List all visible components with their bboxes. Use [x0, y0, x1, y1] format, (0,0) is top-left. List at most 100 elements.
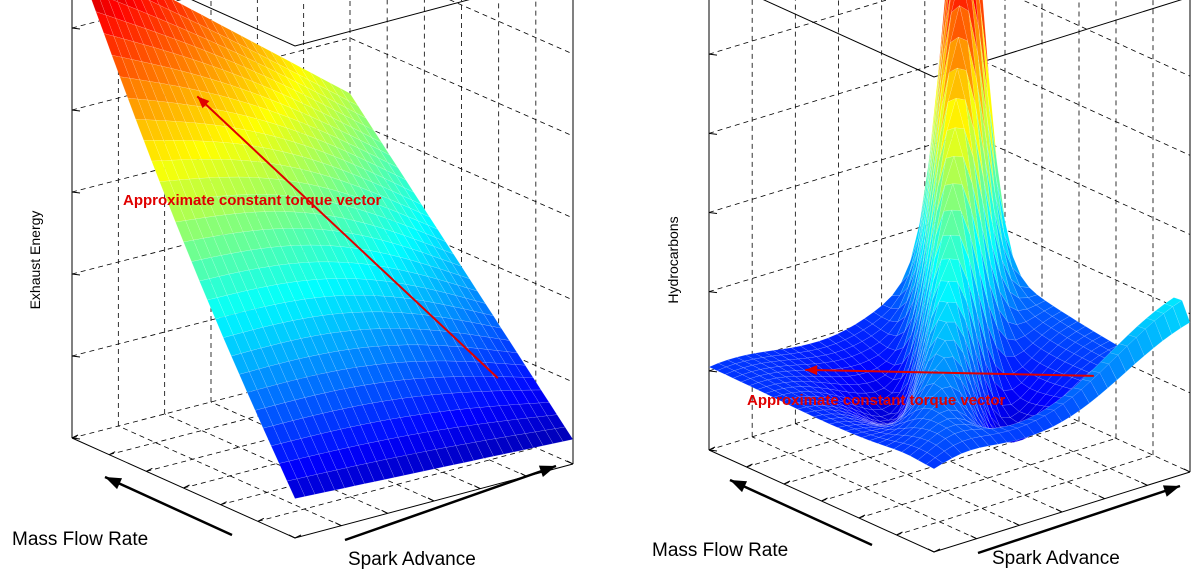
surface-patch [190, 73, 210, 94]
surface-patch [220, 81, 240, 102]
surface-patch [266, 284, 286, 305]
surface-patch [925, 457, 944, 470]
surface-patch [286, 478, 306, 499]
surface-patch [239, 371, 258, 393]
y-tick [71, 434, 79, 439]
y-tick [896, 531, 903, 536]
surface-patch [838, 383, 858, 394]
surface-patch [250, 248, 270, 269]
surface-patch [211, 255, 230, 277]
surface-patch [262, 425, 282, 447]
x-axis-label: Spark Advance [348, 549, 476, 570]
surface-patch [981, 224, 999, 310]
surface-patch [834, 349, 853, 360]
surface-patch [793, 381, 812, 388]
surface-patch [103, 33, 123, 58]
surface-patch [481, 390, 500, 407]
surface-patch [941, 386, 960, 403]
surface-patch [732, 374, 751, 383]
surface-patch [957, 67, 975, 132]
mass-flow-direction-arrow [104, 475, 233, 537]
surface-patch [284, 300, 304, 321]
surface-patch [952, 356, 971, 396]
surface-patch [972, 375, 990, 424]
x-tick [1055, 508, 1063, 513]
z-tick [71, 273, 81, 276]
y-axis-label: Mass Flow Rate [12, 529, 148, 550]
surface-patch [939, 280, 957, 304]
surface-patch [1063, 387, 1082, 398]
surface-patch [914, 300, 933, 374]
surface-patch [250, 160, 270, 179]
surface-patch [528, 402, 548, 418]
surface-patch [798, 350, 818, 359]
surface-patch [175, 121, 194, 141]
surface-patch [943, 445, 962, 459]
surface-patch [207, 196, 226, 217]
z-tick [708, 132, 718, 135]
surface-patch [526, 416, 546, 433]
surface-patch [974, 348, 993, 409]
surface-patch [834, 403, 853, 412]
surface-patch [967, 281, 986, 362]
surface-patch [360, 328, 379, 348]
surface-patch [240, 350, 260, 372]
surface-patch [153, 46, 172, 69]
surface-patch [266, 384, 286, 406]
surface-patch [945, 321, 964, 354]
surface-patch [799, 391, 819, 398]
surface-patch [234, 212, 254, 233]
z-tick [71, 109, 81, 112]
y-tick [858, 514, 866, 519]
surface-patch [1020, 388, 1038, 403]
surface-patch [957, 281, 975, 349]
y-tick [783, 480, 791, 485]
surface-patch [505, 363, 524, 378]
grid-line [257, 447, 536, 522]
surface-patch [986, 116, 1005, 234]
surface-patch [966, 0, 978, 55]
surface-patch [962, 438, 981, 451]
surface-patch [849, 374, 868, 385]
surface-patch [200, 159, 220, 179]
surface-patch [862, 412, 880, 422]
surface-patch [909, 448, 928, 461]
surface-patch [962, 156, 981, 248]
surface-patch [979, 0, 981, 5]
surface-patch [1081, 350, 1100, 363]
surface-patch [206, 39, 226, 60]
surface-patch [534, 430, 554, 446]
surface-patch [969, 234, 988, 325]
surface-patch [794, 375, 813, 383]
surface-patch [970, 395, 988, 431]
surface-patch [766, 377, 786, 385]
surface-patch [983, 179, 1001, 276]
surface-patch [813, 409, 833, 415]
surface-patch [968, 10, 986, 138]
surface-patch [741, 371, 760, 379]
surface-patch [744, 352, 764, 360]
surface-patch [524, 431, 544, 449]
grid-line [881, 396, 1105, 500]
surface-patch [487, 349, 506, 365]
surface-patch [839, 417, 858, 422]
surface-patch [980, 247, 998, 328]
surface-patch [932, 42, 951, 163]
z-tick [708, 212, 718, 214]
surface-patch [177, 103, 196, 124]
x-tick [1013, 521, 1020, 526]
surface-patch [967, 40, 985, 158]
surface-patch [829, 383, 849, 393]
x-tick [927, 548, 935, 553]
surface-patch [171, 159, 190, 181]
z-tick [71, 437, 81, 440]
surface-patch [975, 105, 993, 226]
surface-patch [175, 220, 194, 243]
surface-patch [863, 426, 882, 431]
surface-patch [231, 353, 250, 375]
surface-patch [808, 396, 827, 402]
surface-patch [95, 11, 115, 37]
surface-patch [111, 54, 131, 79]
surface-patch [201, 257, 220, 279]
surface-patch [872, 409, 891, 417]
